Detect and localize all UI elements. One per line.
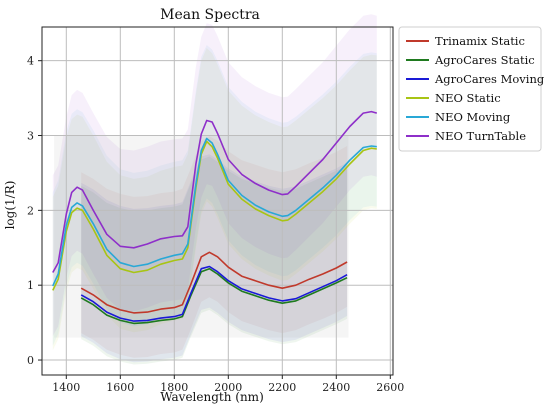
legend-box [398, 26, 542, 152]
legend-label: AgroCares Static [434, 53, 535, 67]
series-line-neo-static [52, 140, 377, 291]
legend-label: Trinamix Static [435, 34, 525, 48]
series-line-agrocares-static [80, 267, 348, 325]
y-axis-ticks: 0 1 2 3 4 [27, 55, 42, 367]
y-tick-label: 4 [27, 55, 34, 68]
y-tick-label: 3 [27, 130, 34, 143]
y-tick-label: 2 [27, 204, 34, 217]
x-tick-label: 2400 [322, 381, 350, 394]
y-axis-label: log(1/R) [3, 181, 17, 230]
chart-title: Mean Spectra [160, 7, 260, 23]
band-neo-static [52, 48, 377, 351]
series-line-trinamix-static [80, 251, 348, 314]
std-bands [52, 14, 377, 365]
x-tick-label: 2200 [268, 381, 296, 394]
y-tick-label: 0 [27, 354, 34, 367]
series-line-neo-moving [52, 137, 377, 287]
x-axis-ticks: 1400 1600 1800 2000 2200 2400 2600 [52, 375, 404, 394]
x-tick-label: 1800 [160, 381, 188, 394]
grid [42, 27, 393, 375]
y-tick-label: 1 [27, 279, 34, 292]
series-line-neo-turntable [52, 110, 378, 273]
legend-label: NEO Static [435, 91, 501, 105]
legend-label: NEO TurnTable [435, 129, 526, 143]
band-neo-moving [52, 45, 377, 346]
series-line-agrocares-moving [80, 265, 348, 322]
band-neo-turntable [52, 14, 377, 337]
legend: Trinamix Static AgroCares Static AgroCares… [398, 26, 545, 152]
x-axis-label: Wavelength (nm) [160, 390, 264, 404]
x-tick-label: 2600 [376, 381, 404, 394]
series-lines [52, 110, 378, 325]
x-tick-label: 1600 [106, 381, 134, 394]
plot-frame [41, 26, 394, 376]
x-tick-label: 1400 [52, 381, 80, 394]
legend-label: AgroCares Moving [434, 72, 545, 86]
x-tick-label: 2000 [214, 381, 242, 394]
legend-label: NEO Moving [435, 110, 511, 124]
grey-envelope [54, 135, 349, 338]
band-agrocares-moving [81, 154, 348, 363]
